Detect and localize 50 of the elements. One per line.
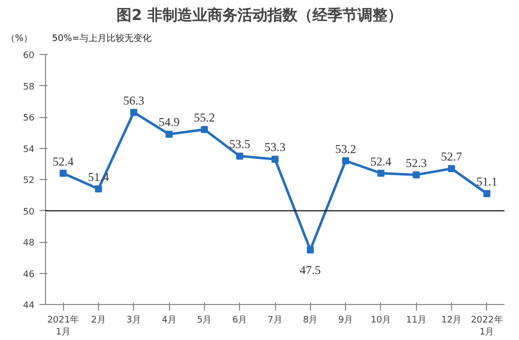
- x-tick-label: 10月: [370, 316, 392, 326]
- y-tick-label: 48: [23, 238, 35, 248]
- chart-title: 图2 非制造业商务活动指数（经季节调整）: [116, 6, 404, 25]
- data-label: 52.4: [370, 154, 392, 168]
- point: [236, 152, 244, 160]
- x-tick-label: 11月: [406, 316, 426, 326]
- x-tick-label: 8月: [302, 316, 318, 326]
- point: [377, 170, 384, 177]
- data-label: 53.2: [335, 142, 356, 156]
- x-tick-label: 12月: [441, 316, 462, 326]
- x-tick-label: 2022年 1月: [470, 314, 503, 338]
- data-label: 54.9: [158, 115, 180, 130]
- point: [130, 108, 138, 116]
- point: [60, 170, 67, 177]
- y-tick-label: 50: [23, 207, 35, 218]
- point: [94, 185, 102, 192]
- data-label: 52.3: [406, 156, 427, 170]
- point: [272, 156, 278, 163]
- data-label: 56.3: [123, 93, 144, 108]
- y-axis-title: （%）: [6, 33, 33, 45]
- y-tick-label: 54: [23, 144, 35, 155]
- x-tick-label: 5月: [197, 316, 212, 326]
- point: [483, 190, 490, 198]
- point: [166, 130, 173, 138]
- data-label: 55.2: [194, 110, 215, 124]
- data-label: 47.5: [300, 262, 321, 277]
- data-label: 53.3: [264, 140, 286, 154]
- x-tick-label: 6月: [232, 316, 248, 326]
- data-label: 52.7: [441, 150, 462, 164]
- data-label: 53.5: [229, 137, 250, 152]
- point: [200, 126, 208, 133]
- data-label: 51.1: [476, 174, 498, 189]
- y-tick-label: 56: [23, 114, 35, 124]
- point: [448, 165, 456, 172]
- x-tick-label: 2021年 1月: [47, 314, 80, 338]
- text: 50%=与上月比较无变化: [52, 32, 152, 45]
- y-tick-label: 52: [23, 176, 34, 186]
- point: [306, 246, 314, 254]
- data-label: 52.4: [52, 154, 74, 168]
- y-tick-label: 46: [23, 270, 35, 280]
- y-tick-label: 60: [23, 51, 35, 61]
- point: [342, 157, 350, 164]
- point: [412, 171, 420, 178]
- x-tick-label: 9月: [338, 316, 353, 326]
- y-tick-label: 58: [23, 82, 35, 92]
- x-tick-label: 4月: [162, 316, 176, 326]
- x-tick-label: 2月: [91, 316, 106, 326]
- y-tick-label: 44: [23, 301, 35, 311]
- x-tick-label: 7月: [268, 316, 282, 326]
- x-tick-label: 3月: [126, 316, 142, 326]
